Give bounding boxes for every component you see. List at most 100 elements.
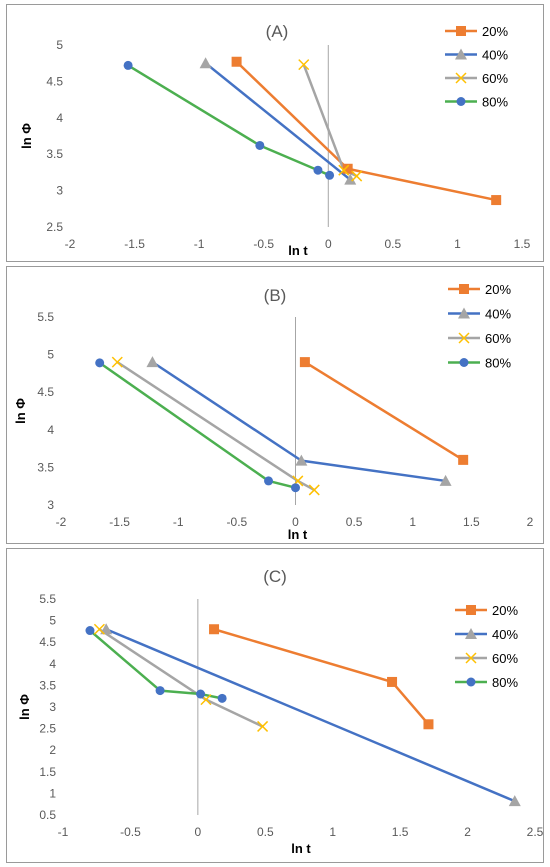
chart-c-x-tick-label: 2.5 [527,825,544,839]
chart-a-series-line-60% [302,64,358,178]
chart-a-point-40% [199,57,212,69]
chart-a-x-tick-label: 0 [325,237,332,251]
chart-c-y-tick-label: 0.5 [39,808,56,822]
chart-b-point-20% [458,454,469,465]
chart-a-point-60% [298,59,310,71]
chart-panel-b: (B) -2 -1.5 -1 -0.5 0 0.5 1 1.5 2 3 3.5 4 4.5 5 5.5 ln t… [6,266,544,544]
chart-b-legend-marker [459,284,469,294]
chart-a-legend-label: 80% [482,95,508,110]
chart-b-legend-label: 20% [485,282,511,297]
chart-b-series-line-60% [116,361,315,492]
chart-c-legend-label: 80% [492,675,518,690]
chart-b-y-tick-label: 4 [47,423,54,437]
chart-c-point-40% [100,623,113,635]
chart-a-point-80% [313,165,323,175]
chart-c-x-tick-label: -0.5 [120,825,141,839]
chart-a-x-tick-label: -2 [65,237,76,251]
chart-c-point-80% [217,693,227,703]
chart-c-series-line-40% [105,628,516,803]
chart-a-y-tick-label: 4 [56,111,63,125]
chart-a-legend-label: 20% [482,24,508,39]
chart-c-point-40% [508,795,521,807]
chart-a-y-tick-label: 2.5 [46,220,63,234]
chart-a-legend-marker [455,72,467,84]
chart-c-legend-marker [465,652,477,664]
chart-c-point-20% [209,624,220,635]
chart-b-point-60% [111,356,123,368]
chart-a-x-tick-label: -1 [194,237,205,251]
chart-panel-a: (A) -2 -1.5 -1 -0.5 0 0.5 1 1.5 2.5 3 3.5 4 4.5 5 ln t l… [6,4,544,262]
chart-c-y-tick-label: 1.5 [39,765,56,779]
chart-b-y-axis-label: ln Φ [13,398,28,424]
chart-a-x-tick-label: 0.5 [385,237,402,251]
chart-a-y-tick-label: 5 [56,38,63,52]
chart-c-y-tick-label: 2.5 [39,722,56,736]
chart-a-point-40% [344,173,357,185]
chart-b-point-60% [308,484,320,496]
chart-b-x-tick-label: -1 [173,515,184,529]
chart-a-point-80% [255,140,265,150]
chart-c-canvas: (C) -1 -0.5 0 0.5 1 1.5 2 2.5 0.5 1 1.5 2 2.5 3 3.5 4 4.5… [17,567,544,856]
chart-b-legend-label: 40% [485,307,511,322]
chart-a-legend-label: 60% [482,71,508,86]
chart-b-x-tick-label: -2 [56,515,67,529]
chart-b-x-axis-label: ln t [288,527,308,542]
chart-b-point-80% [95,358,105,368]
chart-a-y-axis-label: ln Φ [19,123,34,149]
chart-c-x-tick-label: -1 [58,825,69,839]
chart-c-y-tick-label: 4 [49,657,56,671]
chart-b-legend-marker [458,332,470,344]
chart-a-x-tick-label: 1.5 [514,237,531,251]
chart-c-y-tick-label: 4.5 [39,635,56,649]
chart-a-canvas: (A) -2 -1.5 -1 -0.5 0 0.5 1 1.5 2.5 3 3.5 4 4.5 5 ln t l… [19,22,531,258]
chart-a-point-20% [231,56,242,67]
chart-c-legend-label: 60% [492,651,518,666]
chart-b-y-tick-label: 4.5 [37,385,54,399]
chart-b-x-tick-label: 0 [292,515,299,529]
chart-a-x-axis-label: ln t [288,243,308,258]
chart-b-y-tick-label: 5.5 [37,310,54,324]
chart-c-point-60% [257,720,269,732]
chart-c-legend-marker [466,677,476,687]
chart-c-point-60% [93,623,105,635]
chart-a-legend-marker [456,26,466,36]
chart-c-series-line-60% [98,628,264,728]
chart-b-y-tick-label: 5 [47,348,54,362]
chart-a-series-line-80% [127,64,331,177]
chart-b-canvas: (B) -2 -1.5 -1 -0.5 0 0.5 1 1.5 2 3 3.5 4 4.5 5 5.5 ln t… [13,282,534,542]
chart-c-y-tick-label: 5 [49,614,56,628]
chart-b-title: (B) [264,286,287,305]
chart-b-point-40% [439,474,452,486]
chart-c-point-20% [423,719,434,730]
chart-c-legend-label: 20% [492,603,518,618]
chart-a-title: (A) [266,22,289,41]
chart-b-legend-label: 60% [485,331,511,346]
chart-b-legend-marker [459,358,469,367]
chart-b-y-tick-label: 3 [47,498,54,512]
chart-a-y-tick-label: 3 [56,184,63,198]
chart-a-y-tick-label: 4.5 [46,74,63,88]
chart-c-y-tick-label: 5.5 [39,592,56,606]
chart-c-y-tick-label: 3.5 [39,678,56,692]
chart-c-x-tick-label: 1 [329,825,336,839]
chart-c-x-axis-label: ln t [291,841,311,856]
chart-a-point-20% [342,163,353,174]
chart-c-y-tick-label: 3 [49,700,56,714]
chart-c-point-20% [387,676,398,687]
chart-c-legend-label: 40% [492,627,518,642]
chart-b-x-tick-label: 1 [409,515,416,529]
chart-c-point-80% [196,689,206,699]
chart-a-point-60% [351,170,363,182]
chart-c-x-tick-label: 0 [195,825,202,839]
chart-b-legend-label: 80% [485,356,511,371]
chart-b-x-tick-label: 1.5 [463,515,480,529]
chart-c-y-tick-label: 1 [49,786,56,800]
chart-a-x-tick-label: 1 [454,237,461,251]
chart-a-x-tick-label: -1.5 [124,237,145,251]
chart-b-x-tick-label: -0.5 [227,515,248,529]
chart-c-y-tick-label: 2 [49,743,56,757]
chart-c-x-tick-label: 1.5 [392,825,409,839]
chart-b-series-line-20% [304,361,464,461]
chart-a-point-80% [325,170,335,180]
chart-b-x-tick-label: 0.5 [346,515,363,529]
